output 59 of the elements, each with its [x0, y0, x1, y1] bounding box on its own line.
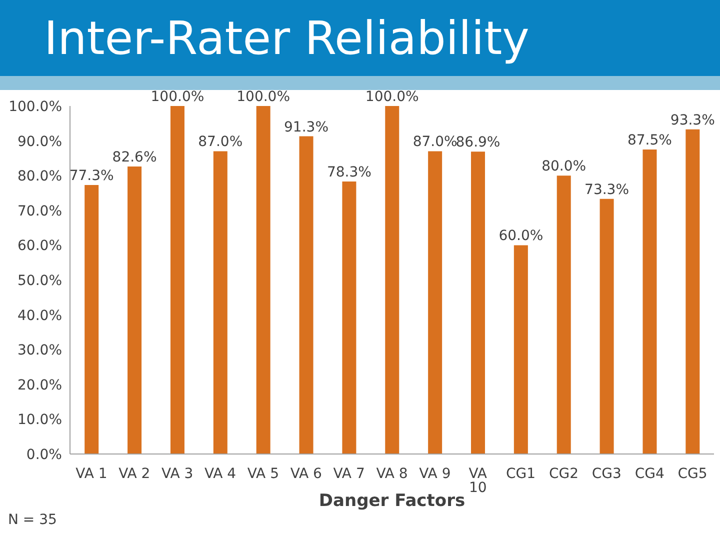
bar	[213, 151, 228, 454]
y-tick-label: 10.0%	[18, 412, 62, 428]
x-tick-label: VA 3	[162, 466, 194, 482]
x-tick-label: VA 9	[419, 466, 451, 482]
x-tick-label: VA 6	[290, 466, 322, 482]
x-axis-title: Danger Factors	[318, 491, 466, 511]
x-tick-label: CG1	[506, 466, 536, 482]
bar	[470, 152, 485, 454]
bar	[128, 166, 142, 454]
data-label: 91.3%	[284, 119, 329, 136]
data-label: 86.9%	[456, 134, 500, 151]
bar	[385, 106, 400, 454]
data-label: 78.3%	[326, 164, 372, 181]
data-label: 87.5%	[627, 132, 672, 148]
data-label: 87.0%	[198, 134, 243, 150]
y-tick-label: 60.0%	[18, 238, 62, 254]
data-label: 82.6%	[112, 150, 157, 166]
bar	[642, 150, 657, 454]
bar	[600, 198, 614, 454]
x-tick-label: VA 2	[118, 466, 150, 482]
x-tick-label: VA 10	[468, 466, 488, 496]
y-tick-label: 50.0%	[18, 272, 62, 289]
data-label: 73.3%	[584, 182, 630, 198]
y-tick-label: 70.0%	[18, 203, 62, 220]
data-label: 80.0%	[542, 158, 586, 175]
data-label: 93.3%	[670, 112, 715, 128]
y-tick-label: 90.0%	[18, 134, 62, 150]
data-label: 100.0%	[236, 89, 290, 105]
bar	[686, 129, 700, 454]
y-tick-label: 20.0%	[18, 377, 62, 394]
y-tick-label: 30.0%	[18, 342, 62, 359]
data-label: 100.0%	[150, 89, 204, 105]
y-tick-label: 0.0%	[26, 446, 62, 463]
data-label: 60.0%	[498, 228, 544, 244]
bar	[299, 136, 314, 454]
bar	[556, 176, 571, 454]
y-tick-label: 100.0%	[8, 98, 62, 115]
x-tick-label: VA 8	[376, 466, 408, 482]
text: N = 35	[8, 512, 57, 528]
x-tick-label: CG2	[548, 466, 578, 482]
data-label: 77.3%	[69, 168, 114, 184]
y-tick-label: 80.0%	[18, 168, 62, 185]
bar	[342, 182, 356, 454]
x-tick-label: VA 5	[247, 466, 280, 482]
x-tick-label: VA 1	[76, 466, 108, 482]
x-tick-label: VA 7	[333, 466, 365, 482]
x-tick-label: CG4	[634, 466, 664, 482]
x-tick-label: CG3	[592, 466, 622, 482]
bar	[428, 151, 442, 454]
bar	[170, 106, 184, 454]
bar	[256, 106, 270, 454]
data-label: 100.0%	[365, 89, 419, 105]
x-tick-label: VA 4	[204, 466, 236, 482]
data-label: 87.0%	[412, 134, 458, 150]
bar	[84, 184, 99, 454]
bar	[514, 245, 528, 454]
chart-title: Inter-Rater Reliability	[0, 0, 720, 76]
x-tick-label: CG5	[678, 466, 708, 482]
y-tick-label: 40.0%	[18, 308, 62, 324]
